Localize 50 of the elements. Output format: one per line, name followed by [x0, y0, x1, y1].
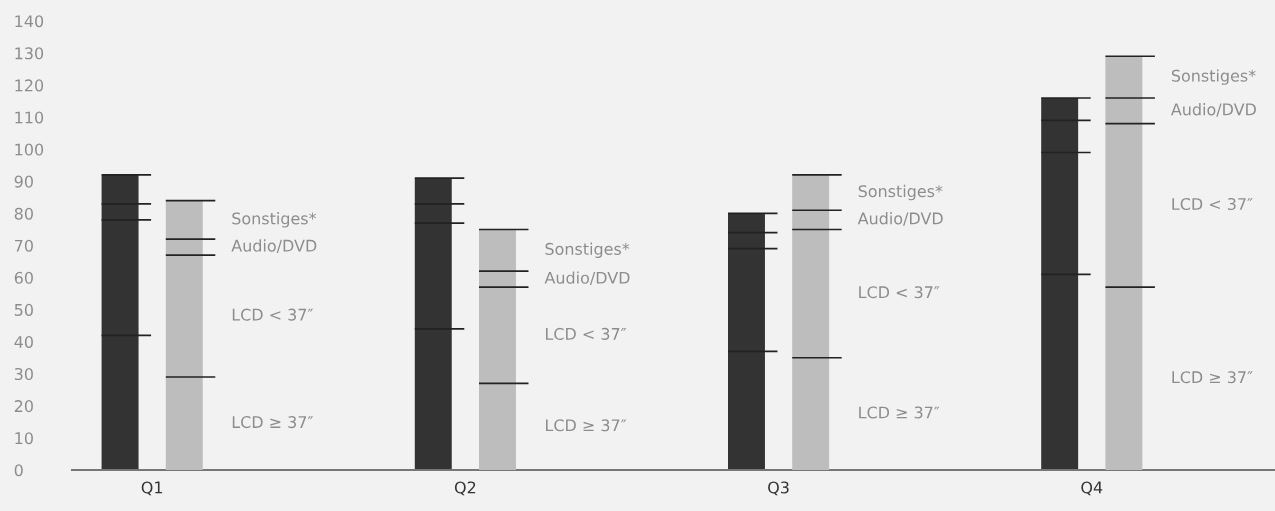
text: LCD ≥ 37″ [1172, 371, 1253, 384]
text: Audio/DVD [544, 271, 630, 286]
bar [1105, 56, 1143, 98]
y-tick-label: 70 [14, 239, 33, 252]
series-label: Sonstiges* [545, 242, 630, 259]
y-tick-label: 20 [14, 400, 33, 413]
bar [165, 200, 203, 240]
y-tick-label: 60 [14, 271, 33, 284]
bar [792, 357, 830, 470]
y-tick-label: 130 [15, 47, 44, 60]
text: Sonstiges* [1171, 69, 1256, 85]
y-tick-label: 140 [15, 15, 44, 28]
text: Sonstiges* [232, 212, 317, 228]
text: Audio/DVD [857, 212, 943, 226]
series-label: LCD ≥ 37″ [546, 419, 627, 432]
series-label: Audio/DVD [231, 239, 317, 253]
bar [101, 219, 139, 336]
bar [1105, 287, 1143, 470]
x-tick-label: Q2 [454, 481, 476, 496]
text: Sonstiges* [858, 184, 943, 201]
y-tick-label: 120 [15, 79, 44, 92]
y-tick-label: 40 [14, 335, 33, 349]
y-tick-label: 0 [14, 464, 23, 477]
y-tick-label: 90 [14, 175, 33, 188]
bar [792, 174, 830, 211]
y-tick-label: 50 [14, 303, 33, 316]
bar [101, 174, 139, 204]
x-tick-label: Q3 [768, 481, 789, 496]
y-tick-label: 100 [15, 143, 44, 156]
x-tick-label: Q4 [1081, 481, 1103, 496]
text: LCD < 37″ [859, 286, 940, 299]
bar [728, 213, 765, 233]
text: LCD < 37″ [1172, 197, 1253, 211]
bar [165, 376, 203, 470]
y-tick-label: 110 [15, 111, 44, 124]
text: Audio/DVD [1170, 103, 1256, 117]
bar [165, 255, 203, 377]
y-tick-label: 10 [15, 432, 33, 445]
bar [479, 229, 516, 272]
bar [414, 178, 452, 204]
bar [414, 328, 452, 470]
bar [414, 223, 452, 329]
y-tick-label: 30 [14, 368, 33, 381]
bar [101, 335, 139, 470]
series-label: LCD < 37″ [546, 327, 627, 340]
x-tick-label: Q1 [141, 481, 163, 496]
y-tick-label: 80 [14, 207, 33, 220]
text: LCD ≥ 37″ [232, 416, 314, 429]
text: LCD ≥ 37″ [859, 406, 940, 419]
text: LCD < 37″ [232, 308, 314, 321]
